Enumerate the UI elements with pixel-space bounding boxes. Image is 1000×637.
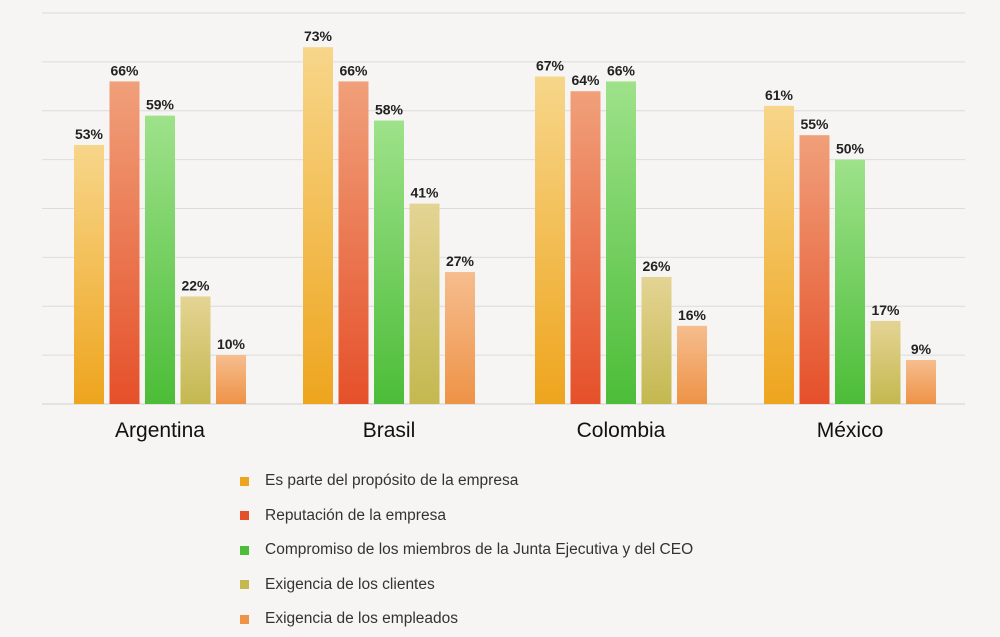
- legend-swatch: [240, 545, 249, 555]
- bar-argentina-series-3: [145, 115, 175, 404]
- bar-brasil-series-3: [374, 120, 404, 405]
- data-label: 58%: [375, 102, 404, 118]
- data-label: 17%: [871, 302, 900, 318]
- legend-label: Compromiso de los miembros de la Junta E…: [265, 541, 694, 559]
- data-label: 41%: [410, 185, 439, 201]
- data-label: 66%: [339, 62, 368, 78]
- legend-swatch: [240, 476, 249, 486]
- legend-label: Reputación de la empresa: [265, 506, 446, 524]
- legend-swatch: [240, 614, 249, 624]
- data-label: 73%: [304, 28, 333, 44]
- bar-méxico-series-2: [799, 135, 830, 404]
- legend-item: Es parte del propósito de la empresa: [240, 464, 693, 499]
- bar-argentina-series-4: [180, 296, 211, 404]
- legend-swatch: [240, 511, 249, 521]
- category-label: Brasil: [363, 419, 416, 442]
- legend-label: Exigencia de los empleados: [265, 610, 459, 628]
- bar-méxico-series-4: [870, 320, 901, 404]
- legend-item: Reputación de la empresa: [240, 499, 693, 534]
- bar-colombia-series-1: [535, 76, 565, 404]
- legend-label: Es parte del propósito de la empresa: [265, 472, 519, 490]
- data-label: 10%: [217, 336, 246, 352]
- value-labels: 53% 66% 59% 22% 10% 73% 66% 58% 41% 27% 67% 64% 66% 2…: [75, 28, 932, 357]
- legend-swatch: [240, 580, 249, 590]
- data-label: 16%: [678, 307, 707, 323]
- data-label: 66%: [607, 62, 636, 78]
- category-label: Colombia: [577, 419, 666, 442]
- bar-colombia-series-5: [677, 325, 707, 404]
- bar-argentina-series-5: [216, 355, 246, 404]
- legend: Es parte del propósito de la empresa Repu…: [240, 464, 693, 637]
- bar-brasil-series-1: [303, 47, 333, 405]
- bar-colombia-series-3: [606, 81, 636, 405]
- bar-brasil-series-2: [338, 81, 369, 405]
- bars: [74, 47, 936, 405]
- data-label: 27%: [446, 253, 475, 269]
- legend-label: Exigencia de los clientes: [265, 575, 435, 593]
- category-labels: Argentina Brasil Colombia México: [115, 419, 883, 442]
- data-label: 55%: [800, 116, 829, 132]
- data-label: 50%: [836, 141, 865, 157]
- bar-colombia-series-4: [641, 276, 672, 404]
- bar-brasil-series-4: [409, 203, 440, 404]
- bar-brasil-series-5: [445, 272, 475, 404]
- bar-argentina-series-2: [109, 81, 140, 405]
- bar-méxico-series-1: [764, 105, 794, 405]
- data-label: 22%: [181, 277, 210, 293]
- data-label: 59%: [146, 97, 175, 113]
- data-label: 61%: [765, 87, 794, 103]
- bar-argentina-series-1: [74, 144, 104, 404]
- data-label: 53%: [75, 126, 104, 142]
- data-label: 9%: [911, 341, 932, 357]
- legend-item: Exigencia de los clientes: [240, 568, 693, 603]
- data-label: 67%: [536, 58, 565, 74]
- legend-item: Compromiso de los miembros de la Junta E…: [240, 533, 693, 568]
- bar-méxico-series-5: [906, 360, 936, 404]
- category-label: Argentina: [115, 419, 205, 442]
- data-label: 66%: [110, 62, 139, 78]
- legend-item: Exigencia de los empleados: [240, 602, 693, 637]
- data-label: 26%: [642, 258, 671, 274]
- bar-méxico-series-3: [835, 159, 865, 404]
- category-label: México: [817, 419, 884, 442]
- data-label: 64%: [571, 72, 600, 88]
- bar-colombia-series-2: [570, 91, 601, 404]
